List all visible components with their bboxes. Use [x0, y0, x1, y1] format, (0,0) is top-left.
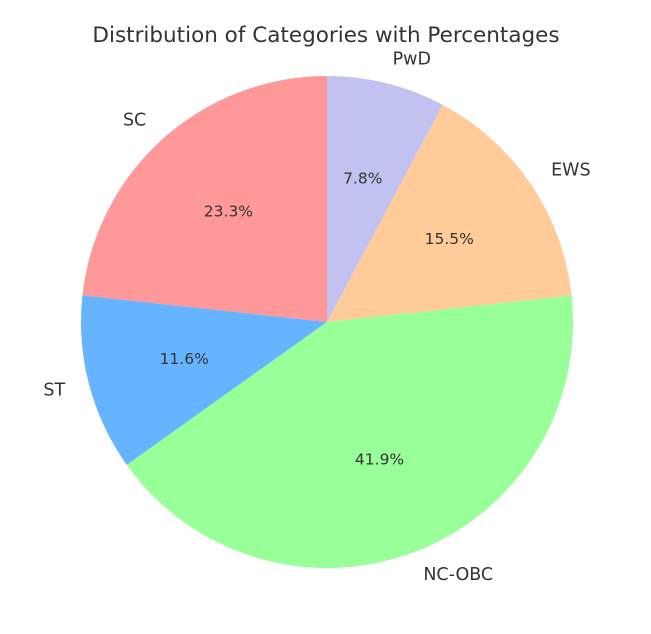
slice-label-pwd: PwD — [393, 49, 431, 69]
slice-label-sc: SC — [123, 111, 146, 131]
pct-label-pwd: 7.8% — [343, 169, 382, 187]
pie-slices — [80, 76, 573, 568]
slice-label-nc-obc: NC-OBC — [423, 565, 493, 585]
pct-label-st: 11.6% — [160, 350, 209, 368]
pct-label-ews: 15.5% — [425, 230, 474, 248]
slice-label-ews: EWS — [551, 160, 590, 180]
pct-label-sc: 23.3% — [204, 203, 253, 221]
pct-label-nc-obc: 41.9% — [355, 450, 404, 468]
pie-slice-nc-obc — [126, 295, 573, 568]
slice-label-st: ST — [43, 380, 65, 400]
pie-labels: SC 23.3% ST 11.6% NC-OBC 41.9% EWS 15.5% PwD 7.8% — [43, 49, 590, 584]
pie-slice-st — [80, 295, 327, 465]
pie-slice-sc — [82, 76, 328, 322]
chart-title: Distribution of Categories with Percenta… — [92, 23, 559, 48]
pie-slice-ews — [327, 104, 572, 322]
pie-slice-pwd — [327, 76, 443, 322]
